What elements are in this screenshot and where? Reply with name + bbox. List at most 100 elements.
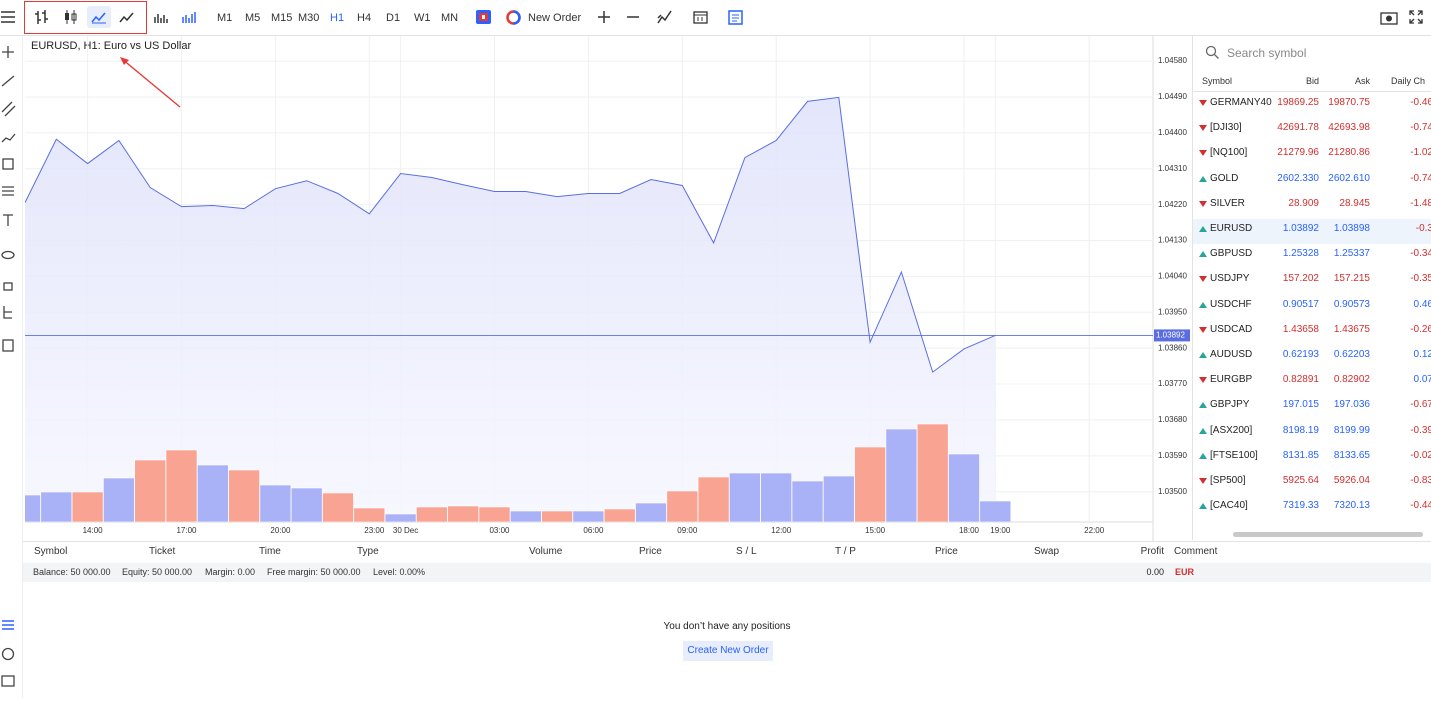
bid: 21279.96 [1277,147,1319,159]
symbol[interactable]: GBPUSD [1210,248,1253,260]
history-tab[interactable] [1,647,15,661]
x-tick-label: 30 Dec [393,526,418,535]
direction-arrow [1199,301,1207,308]
indicators-icon[interactable] [657,9,673,25]
line-icon[interactable] [119,10,135,24]
timeframe[interactable]: M30 [298,12,320,24]
summary-item: Level: 0.00% [373,567,426,577]
daily-change: 0.46 [1413,298,1431,310]
volume-icon[interactable] [153,10,169,24]
ask: 7320.13 [1333,500,1370,512]
column-header: Time [259,546,281,557]
bar-chart-icon[interactable] [34,9,50,25]
current-price-label: 1.03892 [1156,331,1185,340]
y-tick-label: 1.04310 [1158,164,1187,173]
new-order-icon[interactable] [506,10,521,25]
symbol[interactable]: USDCHF [1210,298,1252,310]
ask: 1.25337 [1333,248,1370,260]
volume-bar [948,453,980,522]
screenshot-icon[interactable] [1380,10,1398,25]
volume-bar [290,487,323,522]
zoom-out-icon[interactable] [627,11,639,23]
bid: 8198.19 [1282,424,1319,436]
y-tick-label: 1.03680 [1158,415,1187,424]
symbol[interactable]: [DJI30] [1210,122,1242,134]
toolbar: M1 M5 M15 M30 H1 H4 D1 W1 MN New Order [0,0,1431,36]
timeframe[interactable]: H1 [330,12,345,24]
search-input[interactable]: Search symbol [1227,46,1307,60]
symbol[interactable]: GERMANY40 [1210,97,1272,108]
calendar-icon[interactable] [693,10,708,24]
scrollbar[interactable] [1233,532,1423,537]
bid: 8131.85 [1282,449,1319,461]
trendline-tool[interactable] [1,75,15,87]
depth-icon[interactable] [728,10,743,25]
area-icon[interactable] [91,10,107,24]
symbol[interactable]: USDCAD [1210,323,1253,335]
objects-tool[interactable] [2,339,14,352]
channel-tool[interactable] [1,101,16,117]
column-header: Price [639,546,662,557]
chart: EURUSD, H1: Euro vs US Dollar 1.04580 1.0… [25,36,1190,541]
daily-change: -0.02 [1410,449,1431,461]
symbol[interactable]: EURGBP [1210,374,1253,386]
ask: 0.90573 [1333,298,1370,310]
candle-icon[interactable] [63,9,79,25]
symbol[interactable]: GOLD [1210,172,1239,184]
timeframe[interactable]: MN [441,12,459,24]
timeframe[interactable]: M15 [271,12,293,24]
ask: 0.82902 [1333,374,1370,386]
volume-bar [322,492,354,522]
volume-bar [478,506,511,522]
y-tick-label: 1.03500 [1158,487,1187,496]
x-tick-label: 15:00 [865,526,886,535]
symbol[interactable]: USDJPY [1210,273,1250,285]
volume-bar [541,510,573,522]
timeframe[interactable]: M5 [245,12,261,24]
visibility-tool[interactable] [1,250,15,260]
x-tick-label: 06:00 [583,526,604,535]
crosshair-tool[interactable] [2,46,14,58]
x-tick-label: 14:00 [83,526,104,535]
symbol[interactable]: [ASX200] [1210,424,1253,436]
fullscreen-icon[interactable] [1409,10,1423,24]
symbol[interactable]: [SP500] [1210,475,1246,486]
volume-bar [760,472,793,522]
x-tick-label: 22:00 [1084,526,1105,535]
path-tool[interactable] [1,133,16,143]
symbol[interactable]: EURUSD [1210,223,1253,234]
ask: 1.03898 [1333,223,1370,234]
menu-icon[interactable] [0,10,16,24]
symbol[interactable]: GBPJPY [1210,399,1250,411]
lock-tool[interactable] [3,282,13,291]
daily-change: -0.39 [1410,424,1431,436]
tick-volume-icon[interactable] [181,9,197,24]
positions-tab[interactable] [2,620,14,630]
symbol[interactable]: [CAC40] [1210,500,1248,512]
direction-arrow [1199,251,1207,258]
bid: 19869.25 [1277,97,1319,108]
drawing-tools [1,46,16,687]
symbol[interactable]: [FTSE100] [1210,449,1258,461]
symbol[interactable]: SILVER [1210,197,1245,209]
create-order-button[interactable]: Create New Order [683,641,773,661]
timeframe[interactable]: H4 [357,12,372,24]
tree-tool[interactable] [3,306,12,319]
daily-change: -1.02 [1410,147,1431,159]
text-tool[interactable] [3,214,13,226]
bid: 2602.330 [1277,172,1319,184]
zoom-in-icon[interactable] [598,11,610,23]
shape-tool[interactable] [2,158,14,170]
fib-tool[interactable] [2,186,14,196]
journal-tab[interactable] [1,675,15,687]
symbol[interactable]: AUDUSD [1210,349,1253,360]
timeframe[interactable]: M1 [217,12,233,24]
timeframe[interactable]: W1 [414,12,431,24]
timeframe[interactable]: D1 [386,12,401,24]
symbol[interactable]: [NQ100] [1210,147,1248,159]
new-order-button[interactable]: New Order [528,12,582,24]
column-header: Volume [529,546,563,557]
ask: 5926.04 [1333,475,1370,486]
volume-bar [885,428,918,522]
one-click-icon[interactable] [476,10,491,24]
